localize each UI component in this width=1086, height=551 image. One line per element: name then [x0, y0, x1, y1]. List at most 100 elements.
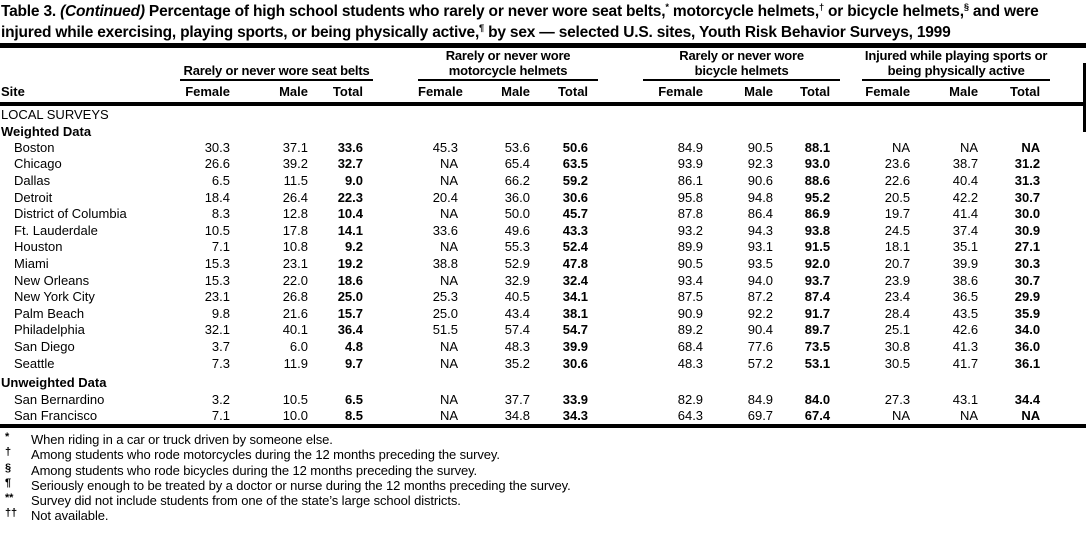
site-name: District of Columbia [14, 206, 127, 222]
row-spacer [373, 255, 418, 272]
cell-value: 39.9 [562, 338, 589, 354]
right-edge-rule [1083, 63, 1086, 132]
row-spacer [1050, 172, 1086, 189]
row-spacer [598, 172, 643, 189]
cell-value: 10.8 [282, 239, 308, 255]
cell-value: 11.5 [283, 172, 308, 188]
row-spacer [1050, 239, 1086, 256]
row-spacer [373, 156, 418, 173]
row-spacer [373, 272, 418, 289]
group-header-1: Rarely or never wore seat belts [180, 48, 374, 81]
cell-value: 77.6 [747, 338, 774, 354]
cell-value: 42.6 [952, 322, 979, 338]
cell-value: 23.1 [204, 289, 230, 305]
cell-value: 50.6 [562, 139, 589, 155]
cell-value: NA [439, 239, 459, 255]
cell-value: 93.5 [747, 255, 774, 271]
site-name: New York City [14, 289, 95, 305]
cell-value: 93.2 [677, 222, 704, 238]
cell-value: 90.4 [747, 322, 774, 338]
cell-value: 40.5 [504, 289, 531, 305]
cell-value: 4.8 [344, 338, 364, 354]
cell-value: 53.6 [504, 139, 531, 155]
row-spacer [840, 305, 862, 322]
site-name: Detroit [14, 189, 53, 205]
title-text-segment: and were injured while exercising, playi… [1, 3, 1039, 41]
cell-value: 51.5 [432, 322, 459, 338]
site-name: Miami [14, 255, 49, 271]
cell-value: 15.7 [337, 305, 364, 321]
footnote-text: Survey did not include students from one… [31, 493, 461, 509]
cell-value: NA [892, 408, 911, 424]
cell-value: 14.1 [337, 222, 364, 238]
section-row: LOCAL SURVEYS [0, 104, 1086, 123]
cell-value: 87.5 [677, 289, 704, 305]
footnote: †† Not available. [0, 507, 1086, 523]
cell-value: 91.5 [804, 239, 831, 255]
sub-header-male: Male [713, 80, 784, 106]
row-spacer [373, 239, 418, 256]
row-spacer [598, 272, 643, 289]
cell-value: 30.3 [1014, 255, 1041, 271]
cell-value: 40.4 [952, 172, 979, 188]
footnote-marker: ¶ [5, 476, 12, 489]
cell-value: 36.5 [952, 289, 979, 305]
table-row: Miami 15.3 23.1 19.2 38.8 52.9 47.8 90.5 93.5 92.… [0, 255, 1086, 272]
cell-value: 34.3 [562, 408, 589, 424]
sub-header-female: Female [643, 80, 714, 106]
cell-value: 6.5 [344, 391, 364, 407]
cell-value: 25.3 [432, 289, 459, 305]
cell-value: 22.0 [282, 272, 308, 288]
footnote-text: Among students who rode bicycles during … [31, 462, 478, 478]
footnote-marker: * [5, 431, 10, 443]
cell-value: 20.5 [884, 189, 911, 205]
cell-value: 23.9 [884, 272, 911, 288]
sub-header-male: Male [920, 80, 989, 106]
cell-value: 90.5 [677, 255, 704, 271]
cell-value: 3.7 [211, 338, 230, 354]
row-spacer [1050, 139, 1086, 156]
cell-value: 40.1 [282, 322, 308, 338]
cell-value: 31.3 [1014, 172, 1041, 188]
cell-value: 38.7 [952, 156, 979, 172]
site-name: Philadelphia [14, 322, 85, 338]
row-spacer [373, 139, 418, 156]
title-text-segment: by sex — selected U.S. sites, Youth Risk… [484, 24, 951, 41]
cell-value: NA [439, 355, 459, 371]
site-name: Houston [14, 239, 63, 255]
cell-value: 23.4 [884, 289, 911, 305]
sub-header-female: Female [862, 80, 921, 106]
row-spacer [840, 239, 862, 256]
sub-header-total: Total [783, 80, 841, 106]
cell-value: 30.7 [1014, 272, 1041, 288]
sub-header-total: Total [318, 80, 374, 106]
cell-value: 29.9 [1014, 289, 1041, 305]
cell-value: 48.3 [677, 355, 704, 371]
cell-value: 43.4 [504, 305, 531, 321]
row-spacer [373, 288, 418, 305]
site-name: Dallas [14, 172, 51, 188]
cell-value: 53.1 [804, 355, 831, 371]
cell-value: NA [439, 172, 459, 188]
cell-value: 37.4 [952, 222, 979, 238]
footnote: ** Survey did not include students from o… [0, 492, 1086, 509]
table-row: New York City 23.1 26.8 25.0 25.3 40.5 34.1 87.… [0, 288, 1086, 305]
cell-value: NA [439, 391, 459, 407]
cell-value: 9.8 [211, 305, 230, 321]
table-row: Detroit 18.4 26.4 22.3 20.4 36.0 30.6 95.8 94.8 9… [0, 189, 1086, 206]
cell-value: 38.1 [562, 305, 589, 321]
row-spacer [1050, 205, 1086, 222]
title-text-segment: Percentage of high school students who r… [144, 3, 666, 20]
row-spacer [373, 305, 418, 322]
title-text-segment: or bicycle helmets, [823, 3, 964, 20]
cell-value: 18.6 [337, 272, 364, 288]
cell-value: 67.4 [804, 408, 831, 424]
sub-header-total: Total [540, 80, 599, 106]
cell-value: 49.6 [504, 222, 531, 238]
cell-value: 52.9 [504, 255, 531, 271]
row-spacer [598, 255, 643, 272]
table-header: Site Rarely or never wore seat belts Rarel… [0, 48, 1086, 106]
cell-value: 23.6 [884, 156, 911, 172]
sub-header-male: Male [240, 80, 318, 106]
section-label: Weighted Data [1, 123, 92, 139]
